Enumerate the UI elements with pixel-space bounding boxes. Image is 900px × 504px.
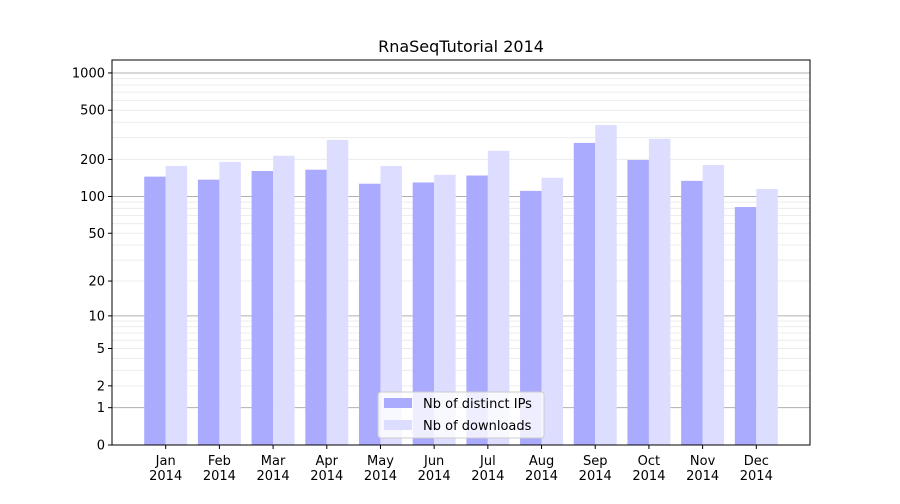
x-tick-label: Nov 2014 (686, 454, 719, 484)
bar-ips (358, 183, 381, 445)
x-tick-label: Sep 2014 (579, 454, 612, 484)
bar-downloads (541, 177, 564, 445)
bar-downloads (273, 155, 295, 445)
x-tick-label: Feb 2014 (203, 454, 236, 484)
legend-swatch-downloads (384, 420, 412, 430)
bar-downloads (702, 165, 725, 445)
bar-downloads (487, 150, 510, 445)
y-tick-label: 50 (88, 227, 105, 242)
bar-ips (144, 176, 166, 445)
x-axis: Jan 2014 Feb 2014 Mar 2014 Apr 2014 May 2014 Jun 20… (149, 445, 773, 484)
bar-ips (412, 182, 435, 445)
y-tick-label: 10 (88, 309, 105, 324)
x-tick-label: Jan 2014 (149, 454, 182, 484)
bar-ips (681, 180, 703, 445)
bar-ips (197, 179, 220, 445)
y-tick-label: 0 (97, 439, 105, 454)
bar-downloads (595, 124, 617, 445)
x-tick-label: Mar 2014 (257, 454, 290, 484)
y-tick-label: 500 (80, 104, 105, 119)
legend-label-downloads: Nb of downloads (423, 419, 532, 434)
bar-ips (466, 175, 488, 445)
legend-box (377, 391, 545, 439)
y-tick-label: 20 (88, 275, 105, 290)
bar-ips (734, 207, 757, 445)
chart-title: RnaSeqTutorial 2014 (378, 37, 544, 56)
legend-label-ips: Nb of distinct IPs (423, 397, 532, 412)
y-tick-label: 200 (80, 153, 105, 168)
legend: Nb of distinct IPs Nb of downloads (377, 391, 545, 439)
bar-ips (520, 190, 542, 445)
bar-downloads (434, 174, 456, 445)
x-tick-label: Oct 2014 (632, 454, 665, 484)
bar-ips (573, 142, 596, 445)
bar-ips (627, 159, 649, 446)
bar-downloads (165, 165, 188, 445)
axes-frame (111, 59, 811, 446)
x-tick-label: Aug 2014 (525, 454, 558, 484)
bar-downloads (380, 165, 402, 445)
y-tick-label: 1 (97, 401, 105, 416)
x-tick-label: May 2014 (364, 454, 397, 484)
y-tick-label: 1000 (72, 66, 105, 81)
y-tick-label: 100 (80, 190, 105, 205)
bars (144, 124, 778, 446)
bar-downloads (326, 139, 349, 445)
x-tick-label: Jun 2014 (418, 454, 451, 484)
bar-downloads (648, 138, 671, 445)
y-tick-label: 5 (97, 342, 105, 357)
bar-downloads (756, 189, 778, 445)
x-tick-label: Jul 2014 (471, 454, 504, 484)
x-tick-label: Apr 2014 (310, 454, 343, 484)
y-tick-label: 2 (97, 379, 105, 394)
legend-swatch-ips (384, 398, 412, 408)
bar-downloads (219, 161, 241, 445)
x-tick-label: Dec 2014 (740, 454, 773, 484)
bar-ips (305, 169, 327, 445)
y-axis: 0 1 2 5 10 20 50 100 200 500 1000 (72, 66, 112, 454)
bar-ips (251, 171, 274, 445)
